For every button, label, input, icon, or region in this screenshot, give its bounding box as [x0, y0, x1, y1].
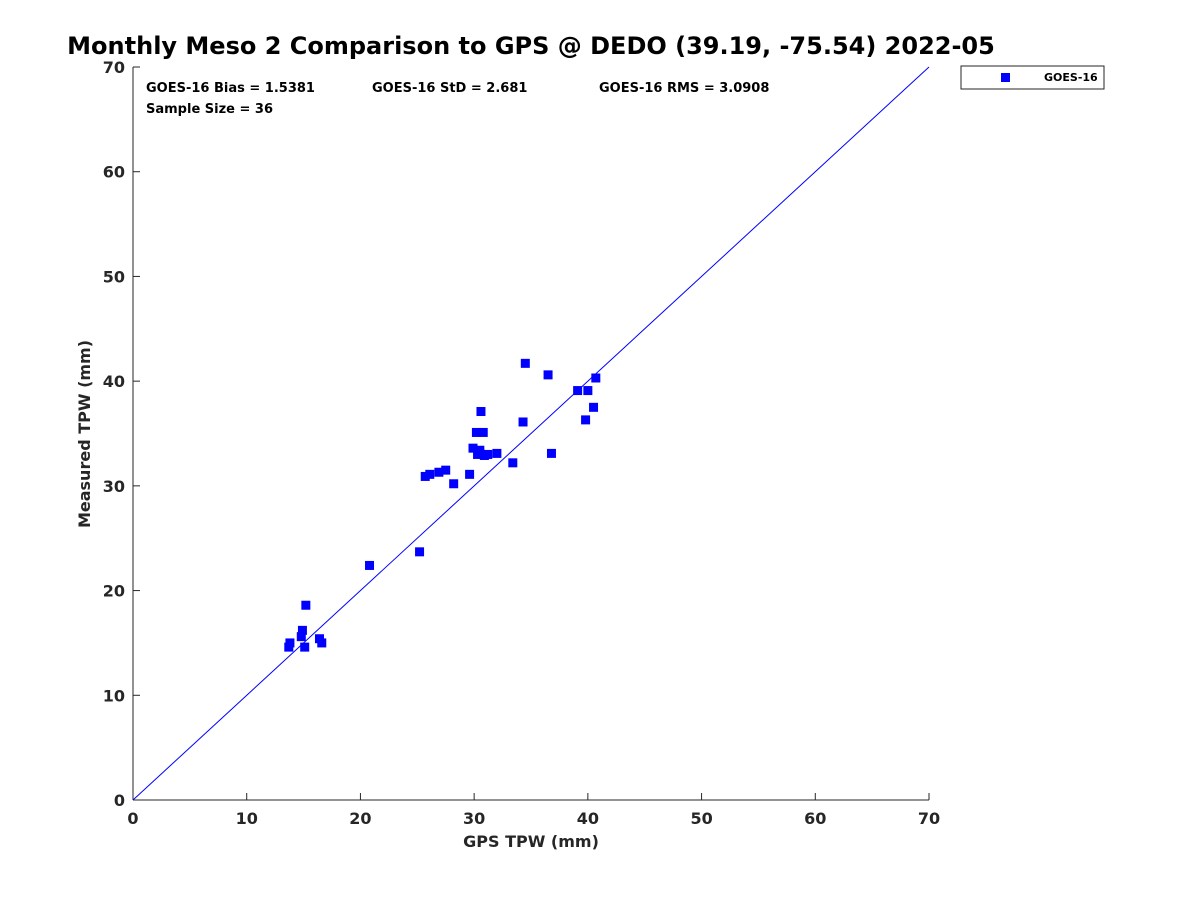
data-point: [471, 427, 481, 437]
data-point: [508, 458, 518, 468]
data-point: [285, 638, 295, 648]
x-axis-ticks: 0 10 20 30 40 50 60 70: [127, 793, 940, 828]
y-tick-label: 70: [103, 58, 125, 77]
data-point: [573, 386, 583, 396]
x-tick-label: 0: [127, 809, 138, 828]
data-point: [543, 370, 553, 380]
legend: GOES-16: [960, 65, 1105, 90]
data-point: [476, 407, 486, 417]
data-point: [473, 449, 483, 459]
data-point: [300, 642, 310, 652]
y-tick-label: 20: [103, 582, 125, 601]
x-tick-label: 20: [349, 809, 371, 828]
data-point: [441, 465, 451, 475]
data-point: [297, 625, 307, 635]
y-tick-label: 40: [103, 372, 125, 391]
x-tick-label: 40: [577, 809, 599, 828]
x-tick-label: 30: [463, 809, 485, 828]
y-axis-label: Measured TPW (mm): [75, 340, 94, 528]
x-axis-label: GPS TPW (mm): [463, 832, 599, 851]
stat-bias: GOES-16 Bias = 1.5381: [146, 81, 315, 96]
data-point: [492, 448, 502, 458]
data-point: [365, 560, 375, 570]
data-point: [483, 449, 493, 459]
data-point: [420, 471, 430, 481]
x-tick-label: 60: [804, 809, 826, 828]
y-tick-label: 0: [114, 791, 125, 810]
data-point: [581, 415, 591, 425]
x-tick-label: 50: [690, 809, 712, 828]
scatter-points: [284, 358, 601, 652]
y-tick-label: 30: [103, 477, 125, 496]
data-point: [301, 600, 311, 610]
data-point: [425, 469, 435, 479]
x-tick-label: 10: [236, 809, 258, 828]
data-point: [518, 417, 528, 427]
data-point: [465, 469, 475, 479]
y-axis-ticks: 0 10 20 30 40 50 60 70: [103, 58, 140, 810]
data-point: [478, 427, 488, 437]
data-point: [415, 547, 425, 557]
data-point: [589, 402, 599, 412]
data-point: [317, 638, 327, 648]
data-point: [468, 443, 478, 453]
plot-area: 0 10 20 30 40 50 60 70 0 10 20 30 40 50 60 70 GOES-16 …: [103, 58, 940, 828]
data-point: [434, 467, 444, 477]
legend-box: [960, 65, 1105, 90]
y-tick-label: 10: [103, 686, 125, 705]
x-tick-label: 70: [918, 809, 940, 828]
stat-sample-size: Sample Size = 36: [146, 102, 273, 117]
one-to-one-reference-line: [132, 66, 930, 801]
data-point: [591, 373, 601, 383]
data-point: [449, 479, 459, 489]
chart-title: Monthly Meso 2 Comparison to GPS @ DEDO …: [67, 32, 995, 60]
legend-marker: [1001, 73, 1010, 82]
y-tick-label: 50: [103, 267, 125, 286]
data-point: [583, 386, 593, 396]
legend-label: GOES-16: [1044, 71, 1098, 84]
data-point: [520, 358, 530, 368]
y-tick-label: 60: [103, 163, 125, 182]
stat-std: GOES-16 StD = 2.681: [372, 81, 527, 96]
stat-rms: GOES-16 RMS = 3.0908: [599, 81, 769, 96]
data-point: [546, 448, 556, 458]
data-point: [296, 632, 306, 642]
